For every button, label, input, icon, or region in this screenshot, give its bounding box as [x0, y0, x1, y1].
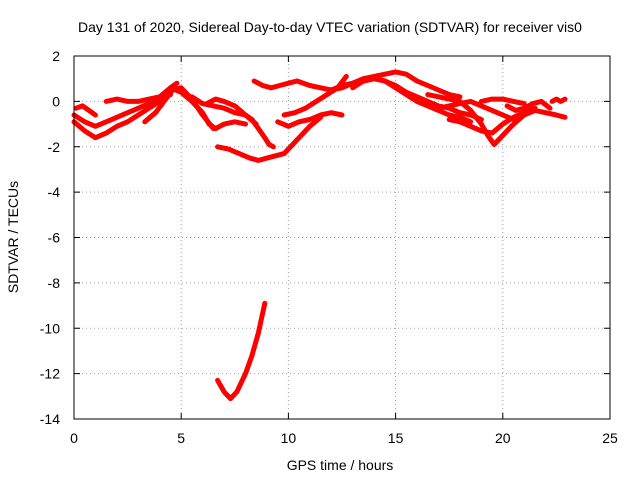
series-arc-18	[436, 98, 516, 122]
series-arc-20	[478, 96, 527, 107]
series-arc-4	[103, 92, 173, 104]
series-arc-23	[215, 300, 268, 402]
series-arc-10	[251, 78, 300, 91]
x-tick-label: 0	[70, 430, 78, 446]
series-arc-2	[71, 89, 173, 141]
y-tick-label: 0	[52, 93, 60, 109]
y-tick-label: -2	[48, 139, 61, 155]
series-arc-6	[168, 85, 248, 132]
y-tick-labels: -14 -12 -10 -8 -6 -4 -2 0 2	[40, 48, 60, 427]
x-tick-label: 5	[177, 430, 185, 446]
series-arc-19	[446, 105, 538, 136]
x-axis-label: GPS time / hours	[287, 457, 394, 473]
series-arc-14	[328, 69, 463, 100]
y-tick-label: -6	[48, 230, 61, 246]
series-arc-3	[73, 103, 98, 118]
x-tick-label: 25	[602, 430, 618, 446]
y-tick-label: -12	[40, 366, 60, 382]
series-arc-21	[504, 98, 553, 113]
y-axis-label: SDTVAR / TECUs	[5, 181, 21, 293]
series-arc-11	[275, 110, 345, 129]
series-arc-22	[549, 96, 568, 104]
series-arc-17	[425, 92, 568, 147]
y-tick-label: -8	[48, 275, 61, 291]
chart-title: Day 131 of 2020, Sidereal Day-to-day VTE…	[78, 19, 582, 35]
y-tick-label: -10	[40, 320, 60, 336]
series-arc-16	[371, 76, 484, 122]
data-series	[71, 69, 568, 402]
y-tick-label: 2	[52, 48, 60, 64]
x-tick-label: 15	[388, 430, 404, 446]
y-tick-label: -4	[48, 184, 61, 200]
y-tick-label: -14	[40, 411, 60, 427]
x-tick-label: 20	[495, 430, 511, 446]
series-arc-8	[204, 96, 259, 127]
plot-frame	[73, 55, 611, 420]
series-arc-9	[215, 114, 324, 163]
x-tick-labels: 0 5 10 15 20 25	[70, 430, 618, 446]
x-tick-label: 10	[281, 430, 297, 446]
